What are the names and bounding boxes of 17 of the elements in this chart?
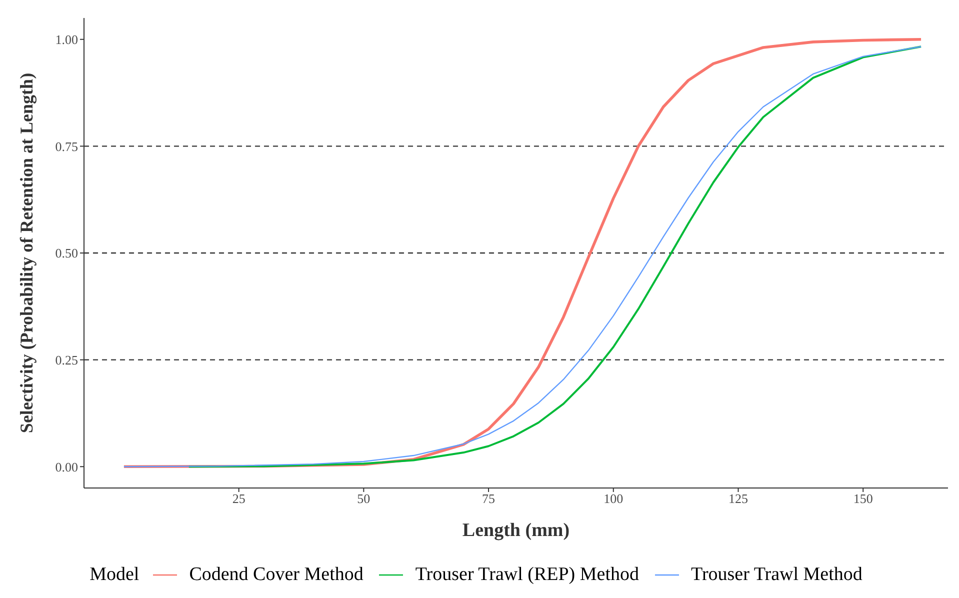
x-tick-label: 75 [482,491,496,506]
y-tick-label: 0.00 [55,459,78,474]
y-axis-title: Selectivity (Probability of Retention at Length) [16,72,36,434]
legend-label: Codend Cover Method [189,564,364,586]
legend-label: Trouser Trawl Method [691,564,862,586]
y-tick-label: 0.50 [55,246,78,261]
x-tick-label: 125 [728,491,748,506]
x-tick-label: 100 [604,491,624,506]
y-tick-label: 0.75 [55,138,78,154]
y-tick-label: 0.25 [55,352,78,368]
x-axis-title: Length (mm) [462,520,570,541]
legend-label: Trouser Trawl (REP) Method [415,564,639,586]
legend-title: Model [90,564,140,586]
x-tick-label: 50 [357,491,370,506]
y-tick-label: 1.00 [55,32,78,47]
x-tick-label: 150 [853,491,873,506]
x-tick-label: 25 [232,491,246,506]
